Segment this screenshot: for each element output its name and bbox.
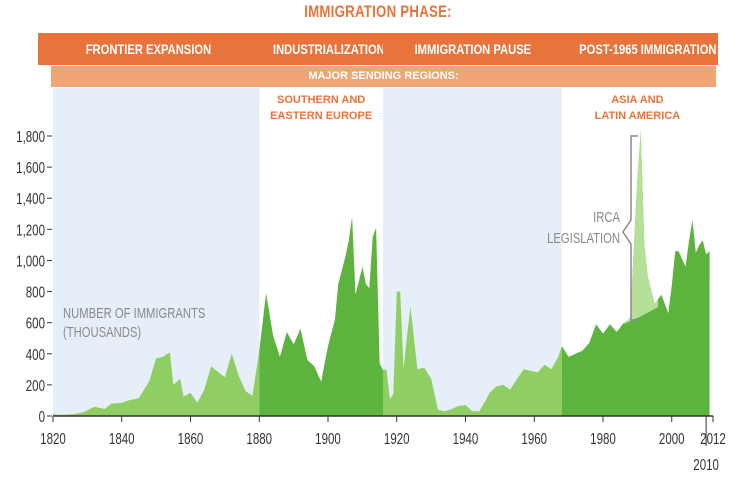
x-tick-label: 1940 xyxy=(453,429,479,447)
irca-bracket xyxy=(622,135,638,321)
phase-cell: INDUSTRIALIZATION xyxy=(259,33,386,65)
y-tick-label: 400 xyxy=(26,345,45,363)
x-tick-label: 1820 xyxy=(40,429,66,447)
y-axis-caption: NUMBER OF IMMIGRANTS xyxy=(63,304,206,321)
phase-cell: POST-1965 IMMIGRATION xyxy=(561,33,718,65)
x-tick-label: 1960 xyxy=(521,429,547,447)
region-label: SOUTHERN AND EASTERN EUROPE xyxy=(270,94,373,122)
y-tick-label: 800 xyxy=(26,283,45,301)
x-marker-label: 2010 xyxy=(693,455,719,473)
irca-annotation-text: IRCA xyxy=(593,208,620,225)
x-tick-label: 1920 xyxy=(384,429,410,447)
region-label: ASIA AND LATIN AMERICA xyxy=(594,94,681,122)
phase-label: FRONTIER EXPANSION xyxy=(85,41,212,57)
y-tick-label: 1,600 xyxy=(16,158,45,176)
x-tick-label: 1980 xyxy=(590,429,616,447)
y-tick-label: 600 xyxy=(26,314,45,332)
phase-cell: FRONTIER EXPANSION xyxy=(38,33,260,65)
x-tick-label: 2012 xyxy=(700,429,726,447)
y-tick-label: 1,200 xyxy=(16,220,45,238)
phase-label: IMMIGRATION PAUSE xyxy=(414,41,531,57)
regions-bar xyxy=(51,66,716,87)
phase-label: INDUSTRIALIZATION xyxy=(273,41,386,57)
phase-title: IMMIGRATION PHASE: xyxy=(304,2,452,21)
irca-spike xyxy=(623,131,658,325)
y-axis-caption: (THOUSANDS) xyxy=(63,323,141,340)
x-tick-label: 1840 xyxy=(109,429,135,447)
irca-annotation-text: LEGISLATION xyxy=(547,229,620,246)
y-tick-label: 1,800 xyxy=(16,127,45,145)
y-tick-label: 200 xyxy=(26,376,45,394)
x-tick-label: 1880 xyxy=(246,429,272,447)
y-tick-label: 1,000 xyxy=(16,252,45,270)
x-tick-label: 1860 xyxy=(178,429,204,447)
y-tick-label: 0 xyxy=(39,407,46,425)
regions-title: MAJOR SENDING REGIONS: xyxy=(308,70,459,82)
phase-label: POST-1965 IMMIGRATION xyxy=(578,41,717,57)
area-segment xyxy=(53,350,260,416)
phase-cell: IMMIGRATION PAUSE xyxy=(383,33,562,65)
x-tick-label: 2000 xyxy=(659,429,685,447)
area-segment xyxy=(383,291,562,416)
y-tick-label: 1,400 xyxy=(16,189,45,207)
area-segment xyxy=(259,216,383,416)
x-tick-label: 1900 xyxy=(315,429,341,447)
